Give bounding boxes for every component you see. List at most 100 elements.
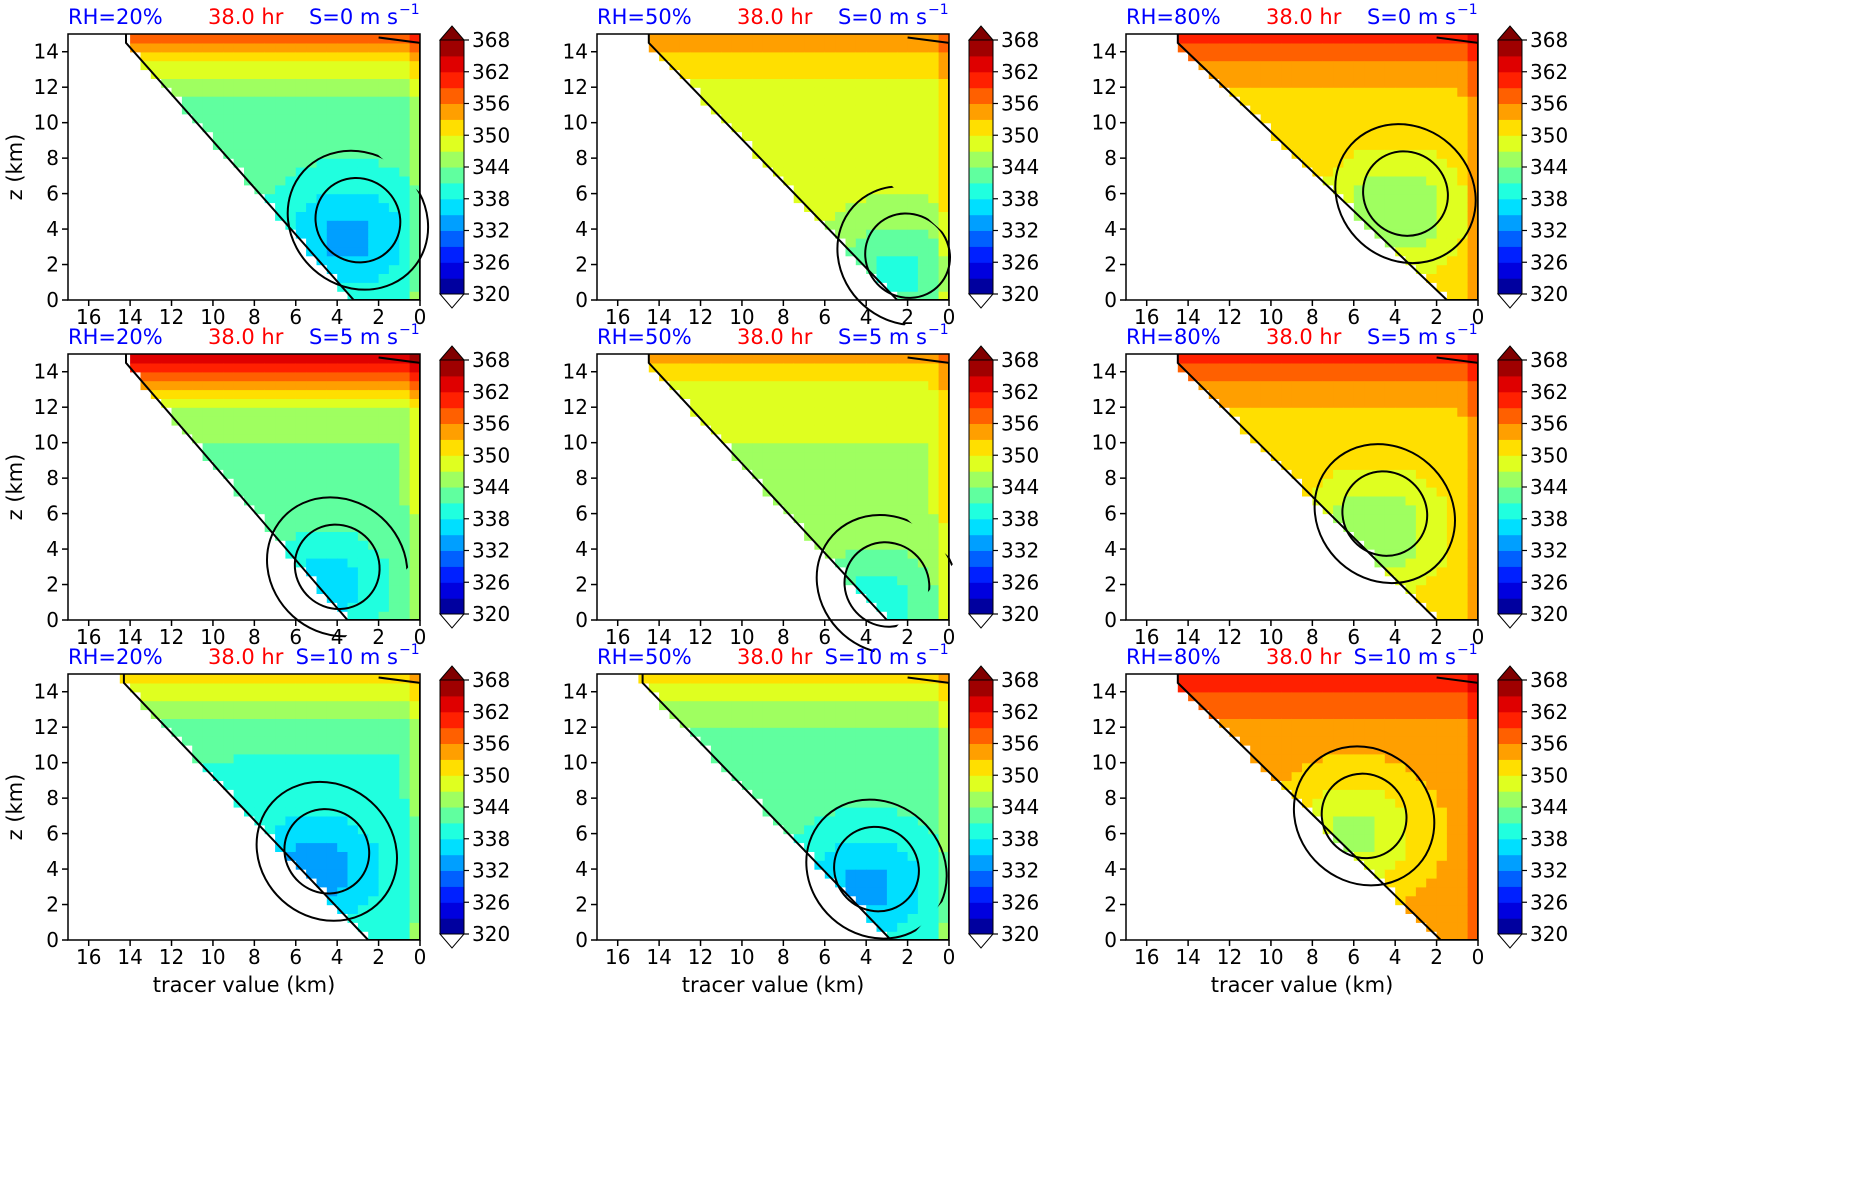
colorbar-swatch: [440, 680, 464, 697]
contour-cell: [409, 113, 420, 124]
y-tick-label: 0: [1104, 288, 1117, 312]
x-tick-label: 2: [372, 945, 385, 969]
contour-cell: [399, 42, 411, 53]
contour-cell: [1333, 69, 1345, 79]
contour-cell: [773, 140, 784, 150]
contour-cell: [316, 557, 328, 568]
contour-cell: [1384, 69, 1396, 79]
contour-cell: [938, 140, 949, 150]
contour-cell: [741, 451, 753, 461]
contour-cell: [1405, 504, 1417, 515]
contour-cell: [316, 700, 328, 711]
contour-cell: [316, 255, 328, 266]
contour-cell: [306, 869, 318, 879]
contour-cell: [917, 762, 929, 773]
contour-cell: [378, 362, 390, 373]
contour-cell: [731, 122, 743, 133]
contour-cell: [814, 860, 826, 870]
contour-cell: [285, 682, 297, 693]
contour-cell: [731, 416, 743, 426]
contour-cell: [783, 674, 795, 684]
contour-cell: [1405, 460, 1417, 470]
contour-cell: [1198, 371, 1210, 382]
contour-cell: [1415, 131, 1427, 141]
contour-cell: [337, 762, 349, 773]
contour-cell: [171, 60, 183, 71]
contour-cell: [275, 184, 287, 195]
contour-cell: [907, 922, 919, 932]
contour-cell: [1239, 407, 1251, 417]
contour-cell: [347, 451, 359, 461]
contour-cell: [244, 469, 255, 479]
contour-cell: [1291, 700, 1303, 711]
contour-cell: [285, 96, 297, 106]
contour-cell: [337, 167, 349, 177]
contour-cell: [1426, 246, 1438, 257]
contour-cell: [1322, 727, 1334, 737]
contour-cell: [835, 167, 847, 177]
contour-cell: [254, 122, 266, 133]
contour-cell: [855, 727, 867, 737]
contour-cell: [700, 87, 712, 97]
contour-cell: [793, 69, 805, 79]
contour-cell: [264, 96, 276, 106]
contour-cell: [855, 167, 867, 177]
contour-cell: [731, 389, 743, 399]
contour-cell: [1322, 504, 1334, 515]
contour-cell: [244, 789, 255, 799]
contour-cell: [876, 531, 888, 541]
x-tick-label: 0: [1472, 305, 1485, 329]
contour-cell: [886, 104, 898, 115]
contour-cell: [275, 42, 287, 53]
contour-cell: [1229, 371, 1241, 382]
contour-cell: [1405, 416, 1417, 426]
contour-cell: [824, 113, 836, 124]
contour-cell: [855, 87, 867, 97]
contour-cell: [409, 69, 420, 79]
contour-cell: [1270, 674, 1282, 684]
contour-cell: [378, 824, 390, 835]
contour-cell: [399, 282, 411, 292]
contour-cell: [1415, 354, 1427, 364]
contour-cell: [866, 237, 878, 248]
contour-cell: [804, 727, 816, 737]
contour-cell: [845, 87, 857, 97]
contour-cell: [917, 789, 929, 799]
contour-cell: [762, 149, 774, 159]
contour-cell: [793, 798, 805, 808]
contour-cell: [917, 584, 929, 594]
contour-cell: [1322, 771, 1334, 781]
x-tick-label: 14: [117, 305, 142, 329]
contour-cell: [388, 158, 400, 168]
contour-cell: [773, 131, 784, 141]
contour-cell: [886, 718, 898, 728]
y-tick-label: 2: [46, 893, 59, 917]
contour-cell: [409, 780, 420, 790]
colorbar-swatch: [969, 822, 993, 840]
contour-cell: [1333, 833, 1345, 844]
contour-cell: [357, 842, 369, 852]
contour-cell: [783, 727, 795, 737]
contour-cell: [773, 354, 784, 364]
contour-cell: [161, 354, 173, 364]
x-tick-label: 14: [646, 305, 671, 329]
contour-cell: [212, 762, 224, 773]
contour-cell: [928, 424, 940, 435]
contour-cell: [721, 34, 733, 44]
contour-cell: [1281, 762, 1293, 773]
contour-cell: [1229, 407, 1241, 417]
contour-cell: [845, 789, 857, 799]
contour-cell: [388, 229, 400, 239]
contour-cell: [223, 753, 235, 764]
contour-cell: [1353, 184, 1365, 195]
contour-cell: [1426, 113, 1438, 124]
contour-cell: [866, 149, 878, 159]
contour-cell: [264, 469, 276, 479]
contour-cell: [897, 282, 909, 292]
contour-cell: [1239, 69, 1251, 79]
contour-cell: [928, 158, 940, 168]
contour-cell: [1302, 354, 1313, 364]
contour-cell: [388, 131, 400, 141]
contour-cell: [1457, 34, 1469, 44]
contour-cell: [1436, 60, 1448, 71]
